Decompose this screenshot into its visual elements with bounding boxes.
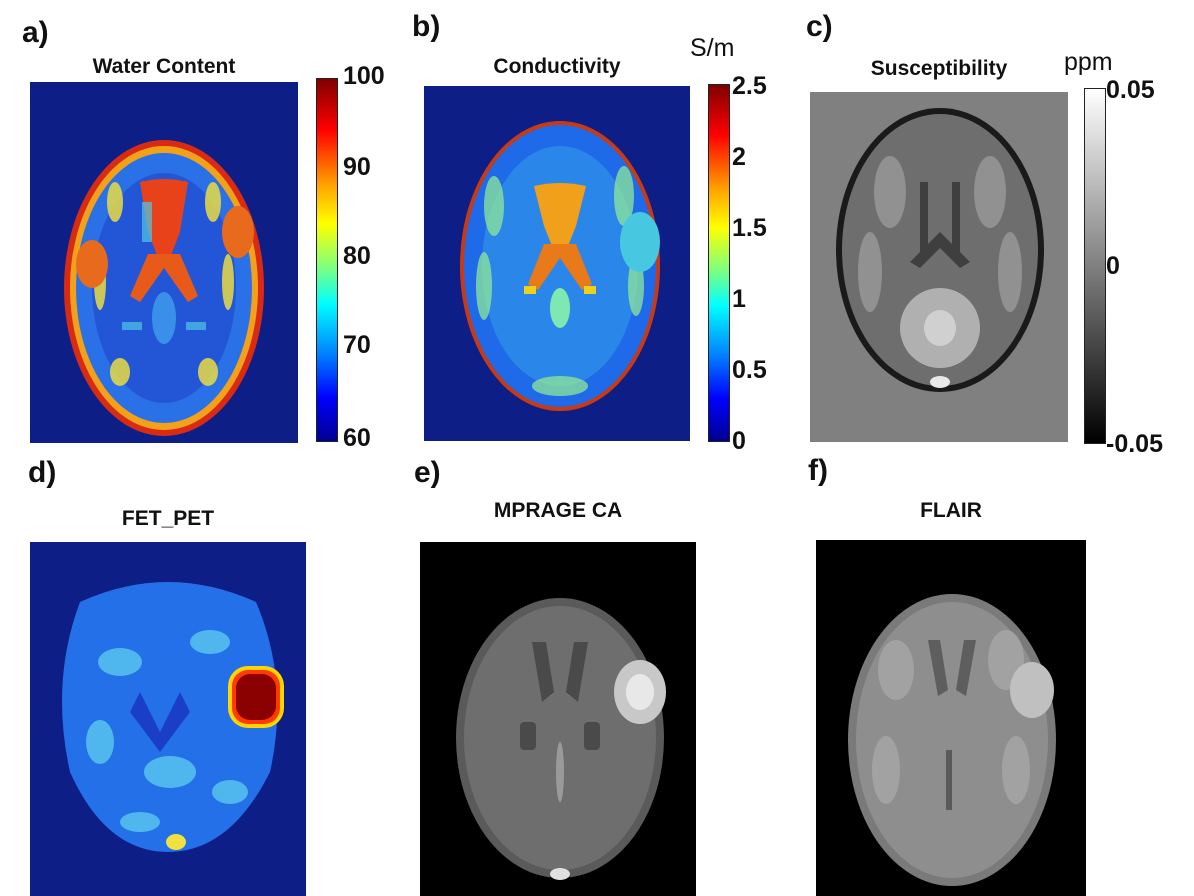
panel-title-susceptibility: Susceptibility xyxy=(870,57,1008,80)
fet-pet-map xyxy=(30,542,306,896)
colorbar-c-tick-0: 0 xyxy=(1106,252,1120,280)
colorbar-b-tick-1.5: 1.5 xyxy=(732,214,767,242)
panel-label-d: d) xyxy=(28,456,57,489)
conductivity-map xyxy=(424,86,690,441)
flair-image xyxy=(816,540,1086,896)
panel-title-water-content: Water Content xyxy=(92,55,236,78)
colorbar-a-tick-60: 60 xyxy=(343,424,371,452)
colorbar-a-tick-100: 100 xyxy=(343,62,385,90)
water-content-map xyxy=(30,82,298,443)
panel-title-mprage-ca: MPRAGE CA xyxy=(493,499,623,522)
panel-title-conductivity: Conductivity xyxy=(493,55,621,78)
panel-label-a: a) xyxy=(22,16,49,49)
colorbar-a-tick-70: 70 xyxy=(343,331,371,359)
colorbar-b-unit: S/m xyxy=(690,34,735,62)
colorbar-b-tick-0: 0 xyxy=(732,427,746,455)
colorbar-c-tick-neg0.05: -0.05 xyxy=(1106,430,1163,458)
colorbar-b-tick-1: 1 xyxy=(732,285,746,313)
colorbar-c-unit: ppm xyxy=(1064,48,1113,76)
conductivity-colorbar xyxy=(708,84,730,442)
panel-label-f: f) xyxy=(808,454,828,487)
panel-label-c: c) xyxy=(806,10,833,43)
colorbar-b-tick-2.5: 2.5 xyxy=(732,72,767,100)
panel-title-fet-pet: FET_PET xyxy=(121,507,215,530)
water-content-colorbar xyxy=(316,78,338,442)
colorbar-a-tick-90: 90 xyxy=(343,153,371,181)
panel-label-e: e) xyxy=(414,456,441,489)
susceptibility-colorbar xyxy=(1084,88,1106,444)
mprage-ca-image xyxy=(420,542,696,896)
susceptibility-map xyxy=(810,92,1068,442)
colorbar-b-tick-2: 2 xyxy=(732,143,746,171)
colorbar-b-tick-0.5: 0.5 xyxy=(732,356,767,384)
panel-title-flair: FLAIR xyxy=(920,499,982,522)
panel-label-b: b) xyxy=(412,10,441,43)
colorbar-a-tick-80: 80 xyxy=(343,242,371,270)
colorbar-c-tick-0.05: 0.05 xyxy=(1106,76,1155,104)
